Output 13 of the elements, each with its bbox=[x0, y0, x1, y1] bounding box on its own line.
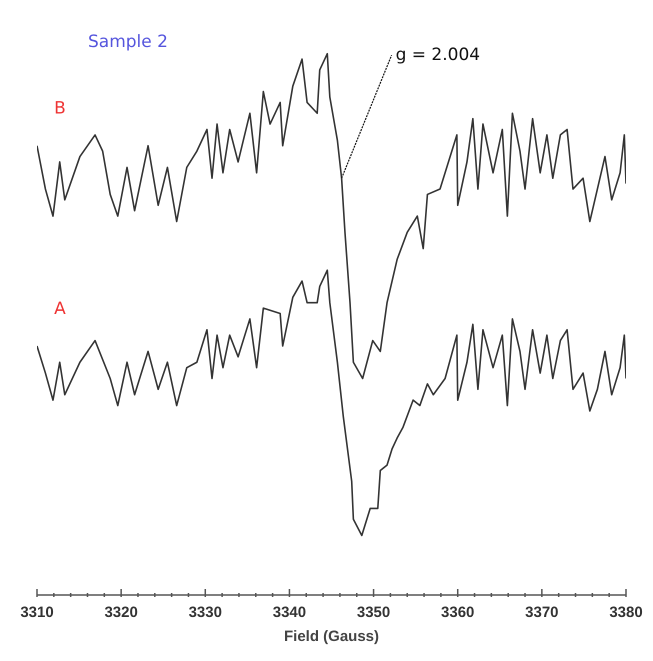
x-tick-label: 3370 bbox=[525, 604, 559, 621]
x-tick-label: 3380 bbox=[609, 604, 643, 621]
annotation: g = 2.004 bbox=[396, 45, 480, 66]
x-tick-label: 3330 bbox=[188, 604, 222, 621]
x-tick-label: 3310 bbox=[20, 604, 54, 621]
series-label: A bbox=[54, 299, 66, 320]
x-tick-label: 3320 bbox=[104, 604, 138, 621]
series-label: B bbox=[54, 98, 66, 119]
x-tick-label: 3350 bbox=[356, 604, 390, 621]
x-axis-title: Field (Gauss) bbox=[284, 628, 380, 645]
chart-title: Sample 2 bbox=[88, 32, 168, 52]
x-tick-label: 3360 bbox=[441, 604, 474, 621]
x-tick-label: 3340 bbox=[272, 604, 306, 621]
